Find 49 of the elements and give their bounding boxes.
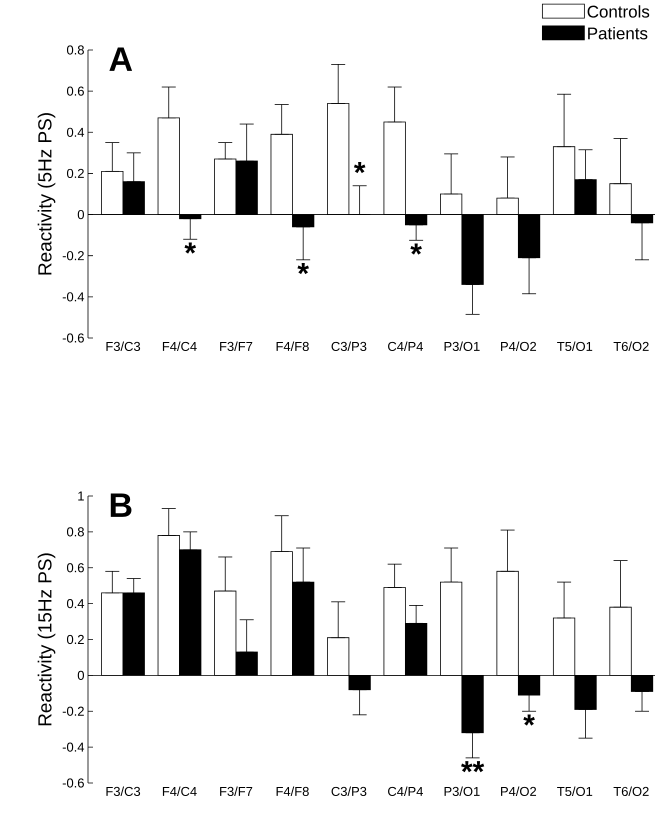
legend-label: Patients xyxy=(588,26,648,40)
y-axis-title: Reactivity (15Hz PS) xyxy=(38,553,56,726)
y-tick-label: 0 xyxy=(78,210,84,220)
x-tick-label: P3/O1 xyxy=(444,786,480,796)
x-tick-label: T6/O2 xyxy=(614,342,649,352)
x-tick-label: P4/O2 xyxy=(501,786,536,796)
annotation: * xyxy=(523,714,535,726)
x-tick-label: C3/P3 xyxy=(332,786,366,796)
annotation: * xyxy=(297,263,309,274)
y-tick-label: 0 xyxy=(78,670,84,680)
x-tick-label: F3/C3 xyxy=(106,342,140,352)
y-tick-label: 0.4 xyxy=(66,599,84,608)
x-tick-label: T5/O1 xyxy=(557,786,592,796)
y-tick-label: 0.2 xyxy=(66,634,84,644)
x-tick-label: F4/F8 xyxy=(276,342,309,352)
x-tick-label: F3/C3 xyxy=(106,786,140,796)
y-tick-label: 0.8 xyxy=(66,45,84,55)
annotation: * xyxy=(354,162,366,174)
x-tick-label: F4/F8 xyxy=(276,786,309,796)
y-tick-label: -0.6 xyxy=(62,333,84,343)
y-tick-label: 0.8 xyxy=(66,527,84,536)
x-tick-label: C4/P4 xyxy=(388,786,424,796)
y-tick-label: 0.2 xyxy=(66,168,84,178)
chart-title: B xyxy=(110,494,132,517)
annotation: * xyxy=(184,242,196,254)
x-tick-label: F4/C4 xyxy=(162,342,197,352)
y-tick-label: 0.6 xyxy=(66,563,84,572)
y-tick-label: -0.4 xyxy=(62,292,84,302)
x-tick-label: P3/O1 xyxy=(444,342,480,352)
y-tick-label: -0.4 xyxy=(62,742,84,752)
annotation: * xyxy=(410,243,422,255)
x-tick-label: C3/P3 xyxy=(332,342,366,352)
y-tick-label: -0.2 xyxy=(62,706,84,716)
y-tick-label: 0.4 xyxy=(66,128,84,137)
x-tick-label: C4/P4 xyxy=(388,342,424,352)
legend-label: Controls xyxy=(588,5,650,18)
y-tick-label: -0.6 xyxy=(62,778,84,788)
x-tick-label: F4/C4 xyxy=(162,786,197,796)
y-axis-title: Reactivity (5Hz PS) xyxy=(38,113,56,274)
x-tick-label: T5/O1 xyxy=(557,342,592,352)
annotation: ** xyxy=(461,761,484,772)
chart-title: A xyxy=(109,48,132,71)
x-tick-label: F3/F7 xyxy=(220,342,252,352)
y-tick-label: 1 xyxy=(78,492,84,500)
y-tick-label: -0.2 xyxy=(62,251,84,260)
y-tick-label: 0.6 xyxy=(66,86,84,96)
x-tick-label: F3/F7 xyxy=(220,786,252,796)
x-tick-label: P4/O2 xyxy=(501,342,536,352)
x-tick-label: T6/O2 xyxy=(614,786,649,796)
